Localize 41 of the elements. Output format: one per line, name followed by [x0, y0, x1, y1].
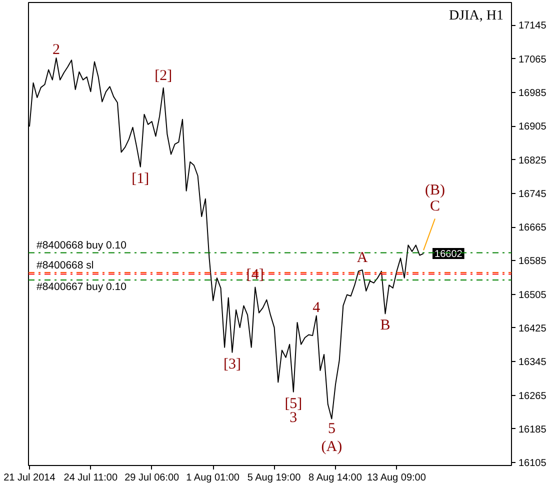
annotation: 2: [52, 42, 60, 58]
ref-line-label: #8400667 buy 0.10: [36, 281, 127, 294]
y-tick-label: 16345: [518, 357, 547, 368]
y-tick-label: 16505: [518, 290, 547, 301]
x-tick-label: 5 Aug 19:00: [247, 472, 302, 484]
annotation: (A): [321, 438, 342, 455]
annotation: 5: [328, 420, 336, 437]
y-tick-label: 16745: [518, 188, 547, 200]
y-tick-label: 16985: [518, 88, 547, 99]
x-tick-label: 8 Aug 14:00: [308, 472, 362, 484]
annotation: [2]: [154, 68, 172, 84]
x-tick-label: 21 Jul 2014: [4, 472, 56, 484]
x-tick-label: 1 Aug 01:00: [186, 472, 240, 484]
x-tick-label: 29 Jul 06:00: [124, 472, 180, 484]
x-tick-label: 13 Aug 09:00: [366, 472, 426, 484]
y-tick-label: 17065: [518, 54, 547, 66]
annotation: (B): [424, 182, 445, 199]
annotation: 4: [312, 300, 321, 316]
annotation: [4]: [246, 267, 264, 284]
y-tick-label: 16585: [518, 256, 547, 268]
y-tick-label: 16185: [518, 424, 547, 436]
annotation: B: [380, 318, 390, 334]
annotation: C: [430, 198, 440, 215]
ref-line-label: #8400668 buy 0.10: [36, 240, 127, 252]
y-tick-label: 16105: [518, 458, 547, 470]
annotation: [1]: [132, 170, 150, 187]
data-label: 16602: [434, 249, 463, 260]
y-tick-label: 16265: [518, 390, 547, 402]
annotation: A: [356, 250, 368, 266]
y-tick-label: 16905: [518, 122, 547, 133]
annotation: [3]: [223, 356, 241, 372]
y-tick-label: 17145: [518, 20, 547, 32]
y-tick-label: 16825: [518, 155, 547, 166]
x-tick-label: 24 Jul 11:00: [64, 472, 118, 484]
line-series: [423, 218, 436, 251]
chart-title: DJIA, H1: [449, 8, 504, 24]
ref-line-label: #8400668 sl: [36, 259, 94, 272]
y-tick-label: 16425: [518, 323, 547, 334]
annotation: 3: [290, 410, 298, 426]
y-tick-label: 16665: [518, 222, 547, 234]
annotation: [5]: [284, 396, 302, 412]
